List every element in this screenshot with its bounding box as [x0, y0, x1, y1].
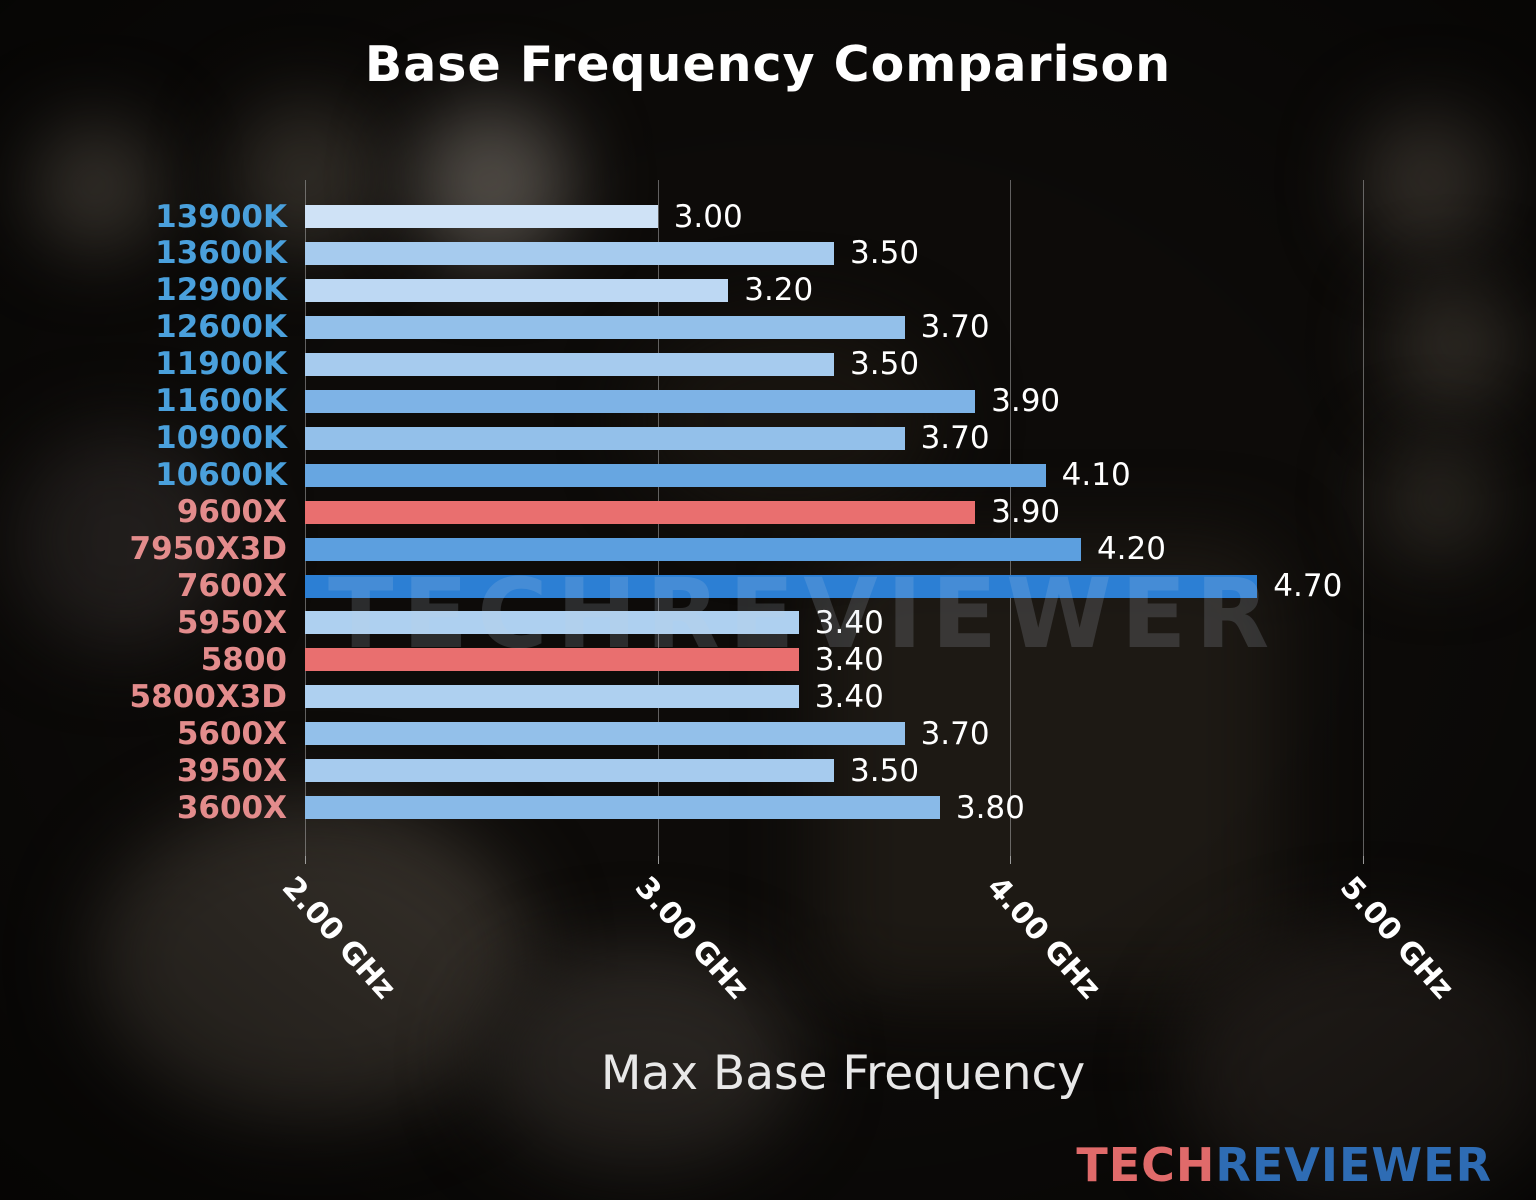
- category-label: 9600X: [176, 494, 287, 531]
- bar: [305, 389, 976, 413]
- bar-row: 12600K 3.70: [155, 309, 1381, 346]
- chart-title: Base Frequency Comparison: [364, 36, 1172, 93]
- category-label: 10600K: [155, 457, 287, 494]
- value-label: 4.10: [1061, 457, 1131, 494]
- category-label: 7600X: [176, 568, 287, 604]
- x-tick-mark: [657, 856, 659, 864]
- bar-row: 13600K 3.50: [155, 235, 1381, 272]
- x-tick-mark: [1363, 856, 1365, 864]
- bar-row: 11600K 3.90: [155, 383, 1381, 420]
- category-label: 13600K: [155, 235, 287, 272]
- bar: [305, 241, 835, 265]
- bar-row: 7600X 4.70: [177, 568, 1381, 605]
- bar-row: 13900K 3.00: [155, 198, 1381, 235]
- logo-tech: TECH: [1076, 1138, 1216, 1192]
- bar-row: 5800X3D 3.40: [130, 678, 1381, 715]
- category-label: 5600X: [176, 715, 287, 752]
- bar-row: 10600K 4.10: [155, 457, 1381, 494]
- x-axis-title: Max Base Frequency: [600, 1046, 1086, 1101]
- value-label: 3.80: [955, 789, 1025, 826]
- value-label: 3.20: [744, 272, 814, 309]
- bar: [305, 611, 799, 635]
- category-label: 3600X: [176, 789, 287, 826]
- value-label: 3.40: [814, 604, 884, 641]
- value-label: 3.40: [814, 678, 884, 715]
- category-label: 5800X3D: [129, 678, 287, 715]
- value-label: 3.70: [920, 309, 990, 346]
- value-label: 3.40: [814, 641, 884, 678]
- bar: [305, 722, 905, 746]
- category-label: 13900K: [155, 198, 287, 235]
- x-tick-mark: [305, 856, 306, 864]
- value-label: 4.20: [1096, 531, 1166, 568]
- bar-row: 5950X 3.40: [177, 604, 1381, 641]
- bar: [305, 205, 658, 228]
- value-label: 3.70: [920, 715, 990, 752]
- background-blob: [1380, 440, 1500, 560]
- value-label: 3.70: [920, 420, 990, 457]
- value-label: 3.50: [850, 235, 920, 272]
- category-label: 5950X: [176, 604, 287, 641]
- bar: [305, 426, 905, 450]
- category-label: 5800: [200, 641, 287, 678]
- techreviewer-logo: TECHREVIEWER: [1076, 1138, 1492, 1192]
- value-label: 3.90: [991, 494, 1061, 531]
- value-label: 4.70: [1273, 568, 1343, 604]
- bar: [305, 500, 976, 524]
- value-label: 3.00: [673, 198, 743, 235]
- bar-row: 3600X 3.80: [177, 789, 1381, 826]
- bar: [305, 278, 729, 302]
- category-label: 7950X3D: [129, 531, 287, 568]
- bar: [305, 574, 1258, 598]
- bar-row: 5600X 3.70: [177, 715, 1381, 752]
- bar: [305, 759, 835, 783]
- background-blob: [1390, 280, 1520, 410]
- category-label: 12600K: [155, 309, 287, 346]
- bar-row: 11900K 3.50: [155, 346, 1381, 383]
- background-blob: [1360, 110, 1500, 250]
- plot-area: 2.00 GHz 3.00 GHz 4.00 GHz 5.00 GHz 13900K 3.…: [130, 180, 1461, 1006]
- bar: [305, 463, 1046, 487]
- category-label: 10900K: [155, 420, 287, 457]
- category-label: 11600K: [155, 383, 287, 420]
- bar: [305, 796, 940, 820]
- bar: [305, 648, 799, 672]
- value-label: 3.50: [850, 346, 920, 383]
- category-label: 12900K: [155, 272, 287, 309]
- bar: [305, 685, 799, 709]
- value-label: 3.90: [991, 383, 1061, 420]
- bar-row: 9600X 3.90: [177, 494, 1381, 531]
- bar: [305, 315, 905, 339]
- bar: [305, 352, 835, 376]
- x-tick-mark: [1010, 856, 1012, 864]
- bar-row: 12900K 3.20: [155, 272, 1381, 309]
- category-label: 3950X: [176, 752, 287, 789]
- value-label: 3.50: [850, 752, 920, 789]
- logo-reviewer: REVIEWER: [1215, 1138, 1492, 1192]
- background-blob: [30, 120, 160, 250]
- category-label: 11900K: [155, 346, 287, 383]
- bar-row: 7950X3D 4.20: [130, 531, 1381, 568]
- bar-row: 10900K 3.70: [155, 420, 1381, 457]
- bar: [305, 537, 1081, 561]
- bar-row: 5800 3.40: [201, 641, 1381, 678]
- bar-row: 3950X 3.50: [177, 752, 1381, 789]
